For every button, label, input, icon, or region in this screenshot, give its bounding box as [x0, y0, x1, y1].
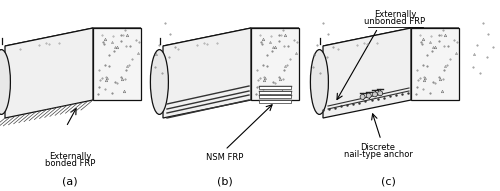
Polygon shape	[259, 86, 291, 89]
Polygon shape	[163, 28, 299, 46]
Circle shape	[360, 94, 365, 99]
Circle shape	[366, 93, 372, 98]
Polygon shape	[323, 28, 411, 118]
Polygon shape	[323, 28, 459, 46]
Ellipse shape	[150, 50, 168, 114]
Circle shape	[378, 91, 382, 96]
Polygon shape	[93, 28, 141, 100]
Polygon shape	[259, 91, 291, 94]
Polygon shape	[163, 28, 251, 118]
Polygon shape	[259, 100, 291, 103]
Text: (a): (a)	[62, 176, 78, 186]
Text: unbonded FRP: unbonded FRP	[364, 17, 426, 26]
Polygon shape	[259, 95, 291, 98]
Text: Externally: Externally	[374, 10, 416, 19]
Polygon shape	[411, 28, 459, 100]
Circle shape	[372, 92, 378, 97]
Text: (b): (b)	[217, 176, 233, 186]
Text: Discrete: Discrete	[360, 143, 396, 152]
Text: (c): (c)	[380, 176, 396, 186]
Polygon shape	[5, 28, 141, 46]
Text: NSM FRP: NSM FRP	[206, 153, 244, 162]
Text: nail-type anchor: nail-type anchor	[344, 150, 412, 159]
Text: Externally: Externally	[49, 152, 91, 161]
Text: bonded FRP: bonded FRP	[45, 159, 95, 168]
Polygon shape	[5, 28, 93, 118]
Ellipse shape	[0, 50, 10, 114]
Ellipse shape	[310, 50, 328, 114]
Polygon shape	[251, 28, 299, 100]
